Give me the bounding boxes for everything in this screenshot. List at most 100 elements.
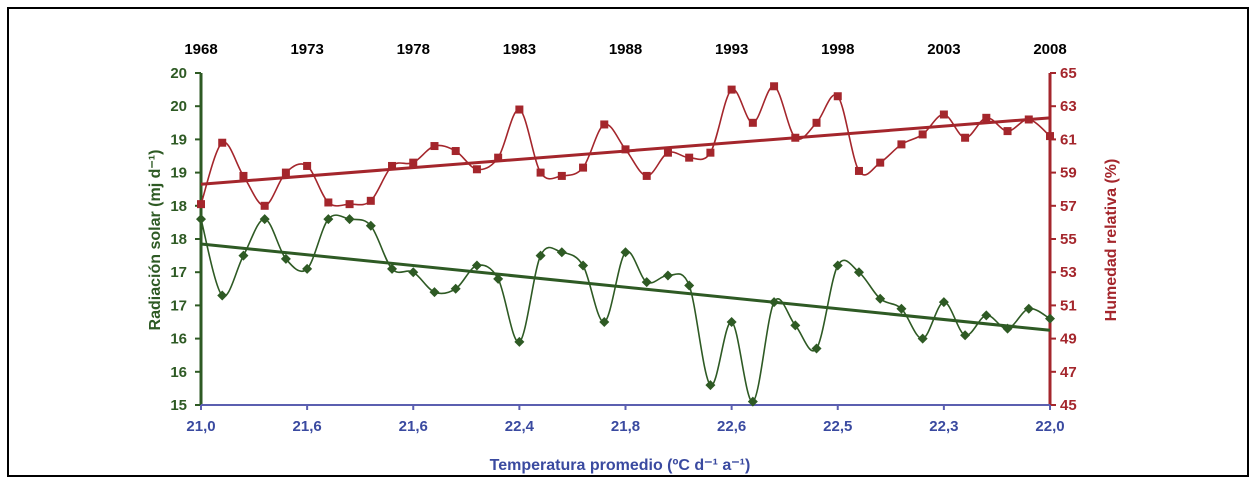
x-top-tick-label: 2003 [927,41,960,58]
radiation-point [662,270,673,281]
x-top-tick-label: 1983 [503,41,536,58]
x-bottom-tick-label: 21,6 [399,418,428,435]
radiation-point [471,260,482,271]
humidity-point [345,200,354,209]
radiation-point [1002,323,1013,334]
radiation-point [323,214,334,225]
radiation-point [790,320,801,331]
x-axis-title: Temperatura promedio (ºC d⁻¹ a⁻¹) [490,457,751,474]
radiation-series [196,214,1055,407]
y-left-tick-label: 16 [170,331,187,348]
humidity-point [854,166,863,175]
humidity-point [260,201,269,210]
y-right-tick-label: 57 [1060,198,1077,215]
x-top-tick-label: 1978 [397,41,430,58]
y-axis-right-title: Humedad relativa (%) [1103,159,1120,322]
radiation-point [1045,313,1055,324]
y-left-tick-label: 20 [170,98,187,115]
humidity-point [642,171,651,180]
radiation-point [599,317,610,327]
chart-frame [7,7,1249,477]
radiation-point [620,247,631,258]
humidity-point [409,158,418,167]
humidity-point [982,113,991,122]
radiation-point [556,247,567,258]
x-bottom-tick-label: 22,4 [505,418,535,435]
humidity-point [472,165,481,174]
humidity-point [451,147,460,156]
y-right-tick-label: 55 [1060,231,1077,248]
y-left-tick-label: 20 [170,65,187,82]
y-right-tick-label: 49 [1060,331,1077,348]
radiation-point [365,220,376,231]
radiation-point [832,260,843,271]
humidity-point [1024,115,1033,124]
humidity-point [494,153,503,162]
x-bottom-tick-label: 21,6 [293,418,322,435]
humidity-point [197,200,205,209]
humidity-point [1046,132,1054,141]
humidity-point [579,163,588,172]
y-right-tick-label: 53 [1060,264,1077,281]
radiation-trend-line [200,242,1051,332]
x-top-tick-label: 1993 [715,41,748,58]
humidity-point [685,153,694,162]
y-right-tick-label: 63 [1060,98,1077,115]
x-bottom-tick-label: 21,0 [186,418,215,435]
x-top-tick-label: 1998 [821,41,854,58]
chart-axes [195,72,1056,410]
y-left-tick-label: 16 [170,364,187,381]
humidity-point [218,138,227,147]
radiation-point [684,280,695,291]
radiation-point [429,287,440,298]
humidity-series [197,82,1054,210]
radiation-point [280,253,291,264]
x-bottom-tick-label: 22,0 [1035,418,1064,435]
humidity-point [727,85,736,94]
radiation-point [514,336,525,347]
humidity-point [239,171,248,180]
radiation-point [344,214,355,225]
humidity-point [663,148,672,157]
humidity-point [961,133,970,142]
x-bottom-tick-label: 22,5 [823,418,852,435]
radiation-point [238,250,249,261]
radiation-point [853,267,864,278]
radiation-point [875,293,886,304]
y-left-tick-label: 17 [170,297,187,314]
y-right-tick-label: 51 [1060,297,1077,314]
humidity-point [833,92,842,101]
radiation-point [641,277,652,288]
y-left-tick-label: 17 [170,264,187,281]
humidity-point [557,171,566,180]
x-top-tick-label: 2008 [1033,41,1066,58]
humidity-point [600,120,609,129]
radiation-point [196,214,206,225]
x-bottom-tick-label: 21,8 [611,418,640,435]
radiation-point [217,290,228,301]
x-top-tick-label: 1968 [184,41,217,58]
y-right-tick-label: 61 [1060,131,1077,148]
humidity-point [918,130,927,139]
radiation-point [769,297,780,308]
x-top-tick-label: 1973 [290,41,323,58]
humidity-point [812,118,821,127]
y-right-tick-label: 59 [1060,165,1077,182]
y-left-tick-label: 19 [170,131,187,148]
radiation-point [302,263,313,274]
y-right-tick-label: 65 [1060,65,1077,82]
radiation-point [705,380,716,391]
humidity-point [706,148,715,157]
y-left-tick-label: 18 [170,231,187,248]
humidity-point [536,168,545,177]
humidity-point [621,145,630,154]
radiation-point [726,317,737,327]
humidity-point [748,118,757,127]
humidity-point [515,105,524,114]
humidity-point [876,158,885,167]
y-right-tick-label: 47 [1060,364,1077,381]
radiation-point [535,250,546,261]
humidity-point [324,198,333,207]
y-left-tick-label: 19 [170,165,187,182]
y-left-tick-label: 15 [170,397,187,414]
